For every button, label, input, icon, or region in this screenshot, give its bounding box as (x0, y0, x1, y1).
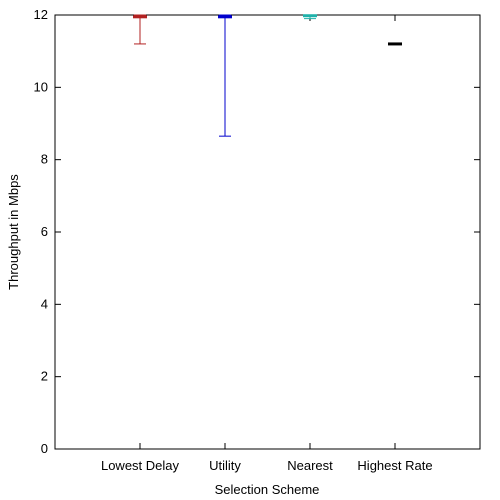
y-tick-label: 10 (34, 79, 48, 94)
series-nearest (303, 15, 317, 19)
plot-border (55, 15, 480, 449)
x-tick-label: Nearest (287, 458, 333, 473)
y-tick-label: 6 (41, 224, 48, 239)
x-tick-label: Highest Rate (357, 458, 432, 473)
x-tick-label: Utility (209, 458, 241, 473)
y-tick-label: 2 (41, 369, 48, 384)
y-tick-label: 8 (41, 152, 48, 167)
series-utility (218, 15, 232, 136)
y-tick-label: 4 (41, 296, 48, 311)
x-tick-label: Lowest Delay (101, 458, 180, 473)
plot-frame (55, 15, 480, 449)
y-tick-label: 0 (41, 441, 48, 456)
x-axis-label: Selection Scheme (215, 482, 320, 497)
x-axis: Lowest Delay Utility Nearest Highest Rate (101, 15, 433, 473)
y-tick-label: 12 (34, 7, 48, 22)
series-layer (133, 15, 402, 136)
y-axis: 0 2 4 6 8 10 12 (34, 7, 480, 456)
y-axis-label: Throughput in Mbps (6, 174, 21, 290)
series-lowest-delay (133, 15, 147, 44)
